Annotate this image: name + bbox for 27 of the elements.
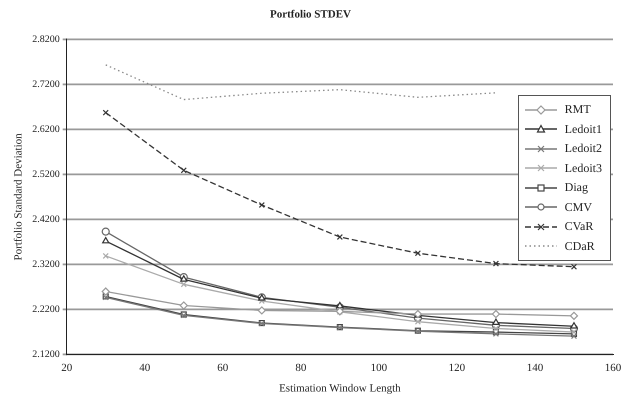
- legend-label: CDaR: [564, 238, 595, 254]
- x-tick-label: 80: [295, 362, 307, 374]
- legend-label: CMV: [564, 200, 592, 215]
- legend-label: Ledoit1: [564, 122, 602, 137]
- y-tick-label: 2.6200: [32, 124, 60, 135]
- y-tick-label: 2.5200: [32, 168, 60, 180]
- legend-label: RMT: [564, 102, 591, 118]
- x-tick-label: 140: [526, 362, 544, 374]
- x-tick-label: 160: [604, 362, 622, 374]
- y-tick-label: 2.7200: [32, 78, 60, 90]
- x-tick-label: 120: [448, 362, 466, 374]
- legend-label: Ledoit3: [564, 160, 602, 176]
- y-tick-label: 2.1200: [32, 349, 60, 360]
- y-axis-title: Portfolio Standard Deviation: [12, 132, 24, 260]
- x-axis-title: Estimation Window Length: [279, 382, 402, 394]
- legend-label: Diag: [564, 180, 588, 196]
- legend-label: CVaR: [564, 219, 594, 234]
- y-tick-label: 2.4200: [32, 214, 60, 226]
- x-tick-label: 60: [217, 362, 229, 374]
- y-tick-label: 2.8200: [32, 34, 60, 45]
- x-tick-label: 100: [370, 362, 388, 374]
- legend-label: Ledoit2: [564, 141, 602, 156]
- x-tick-label: 20: [61, 362, 73, 374]
- x-tick-label: 40: [139, 362, 151, 374]
- y-tick-label: 2.2200: [32, 304, 60, 316]
- y-tick-label: 2.3200: [32, 259, 60, 270]
- chart-title: Portfolio STDEV: [270, 8, 352, 20]
